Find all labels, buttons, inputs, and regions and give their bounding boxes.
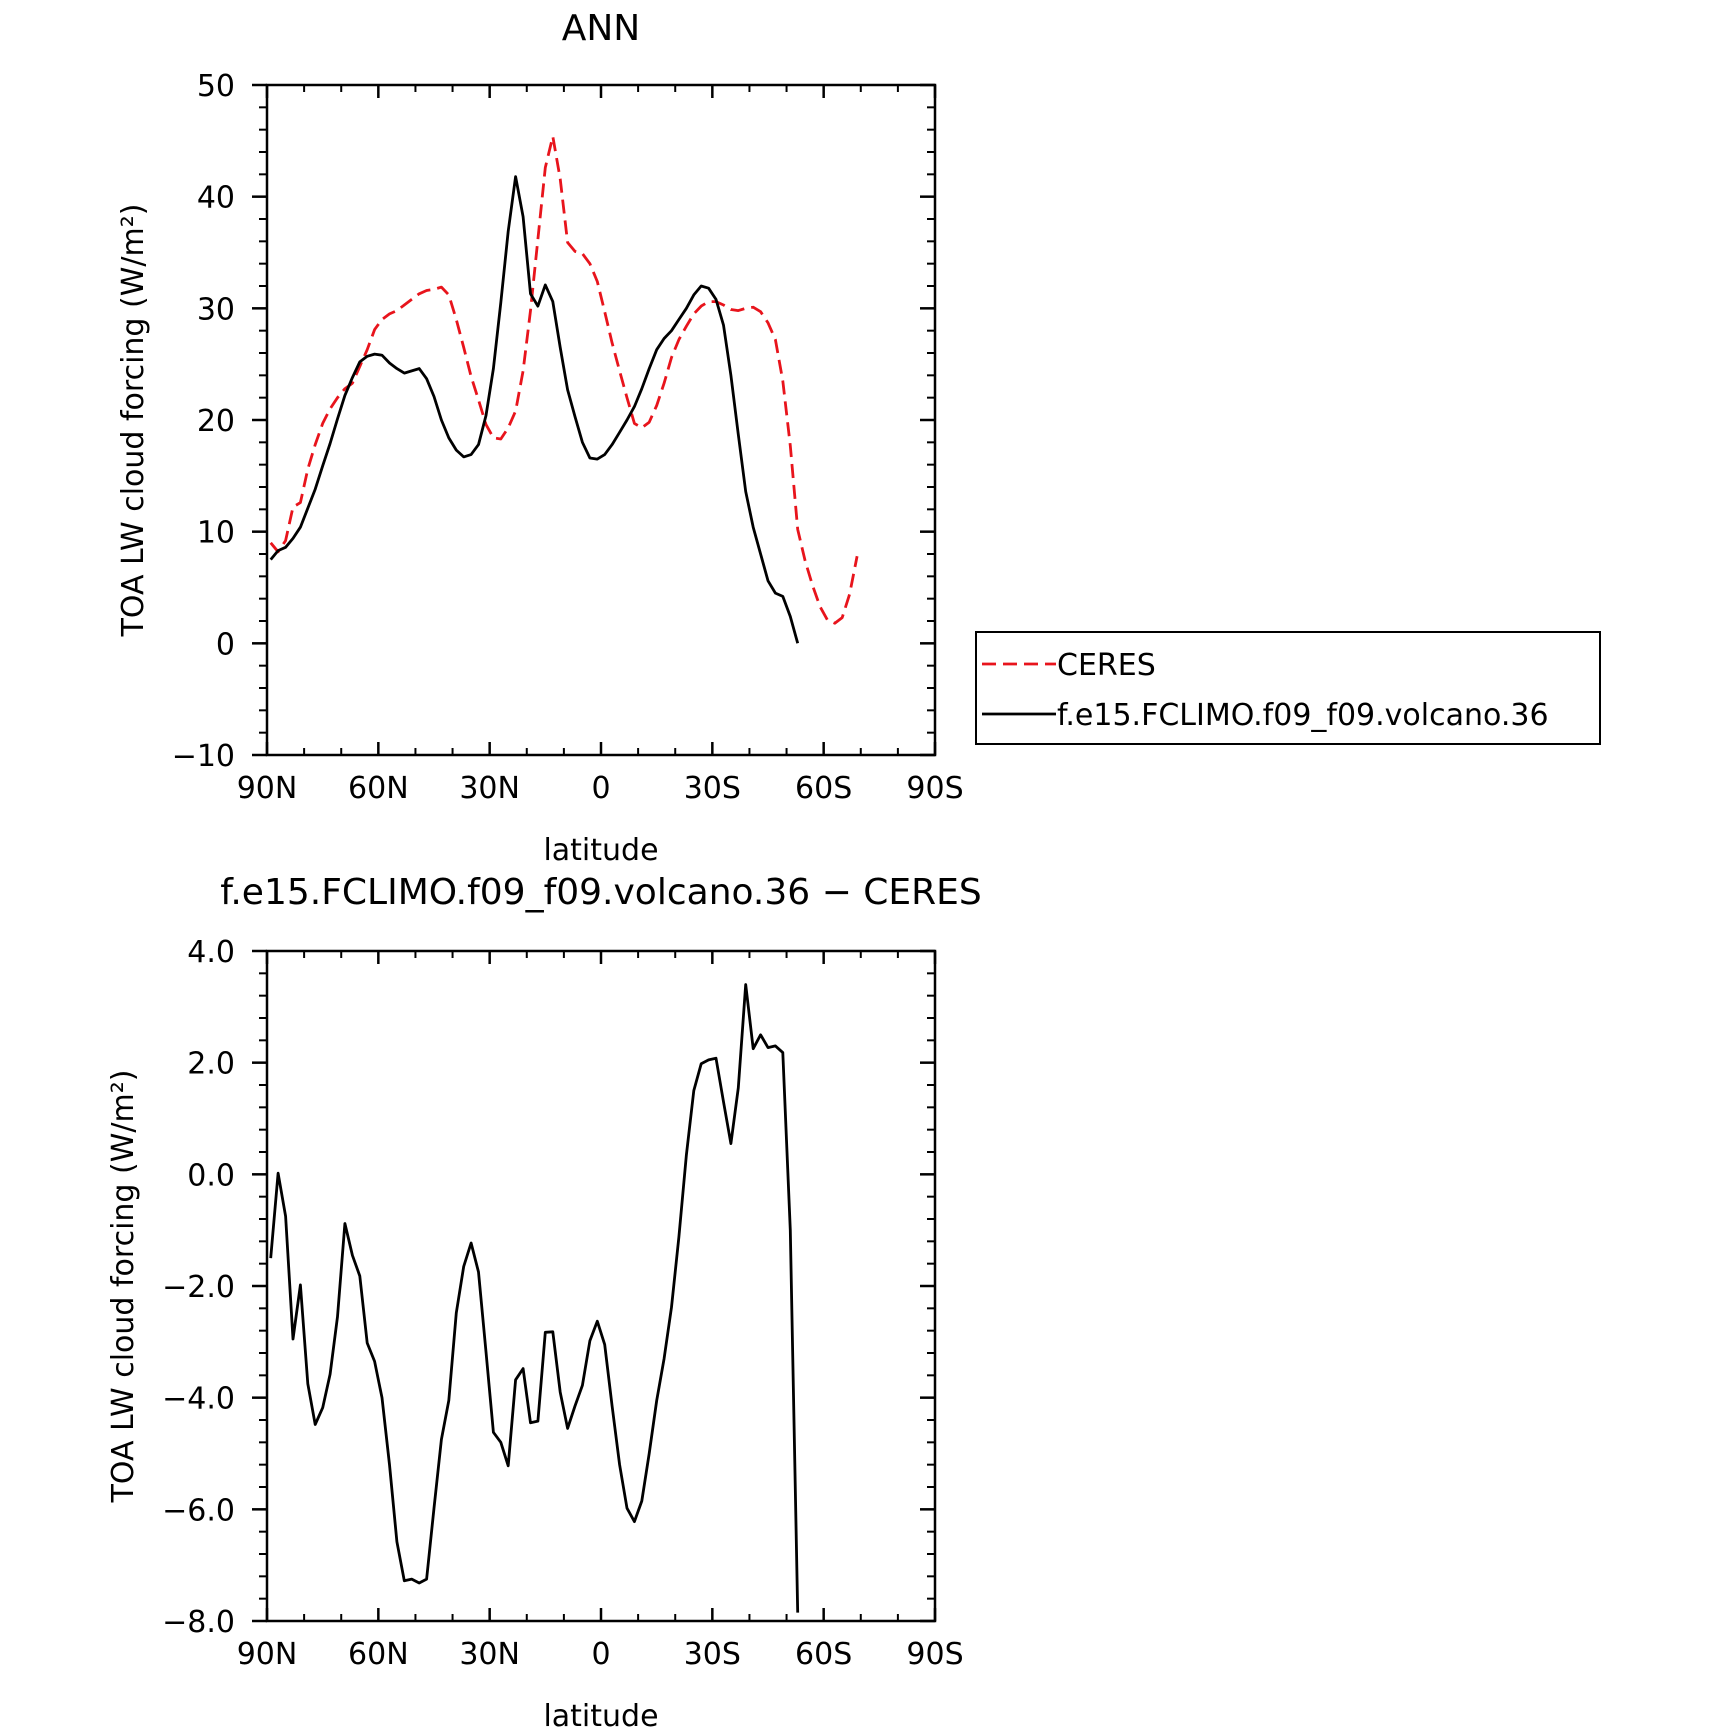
y-tick-label: 2.0 (187, 1047, 235, 1082)
series-line-model (269, 983, 800, 1613)
y-tick-label: 30 (197, 292, 235, 327)
y-tick-label: 40 (197, 181, 235, 216)
chart-title: f.e15.FCLIMO.f09_f09.volcano.36 − CERES (220, 872, 981, 913)
plot-frame (265, 949, 937, 1623)
y-tick-label: 4.0 (187, 935, 235, 970)
x-tick-label: 0 (591, 771, 610, 806)
y-tick-label: 10 (197, 516, 235, 551)
x-tick-label: 60N (348, 771, 409, 806)
x-axis-label: latitude (543, 1699, 658, 1734)
x-tick-label: 90N (237, 771, 298, 806)
legend: CERES f.e15.FCLIMO.f09_f09.volcano.36 (975, 631, 1601, 745)
x-tick-label: 30N (459, 771, 520, 806)
x-tick-label: 60S (795, 1637, 852, 1672)
x-tick-label: 0 (591, 1637, 610, 1672)
plot-frame (265, 83, 937, 757)
legend-box (975, 631, 1601, 745)
series-line-ceres (269, 134, 859, 625)
y-tick-label: 50 (197, 69, 235, 104)
legend-entry-label: f.e15.FCLIMO.f09_f09.volcano.36 (1057, 698, 1549, 733)
bottom-panel-difference: f.e15.FCLIMO.f09_f09.volcano.36 − CERES l… (106, 872, 982, 1734)
x-tick-label: 90N (237, 1637, 298, 1672)
y-tick-label: 0.0 (187, 1158, 235, 1193)
y-tick-label: −8.0 (162, 1605, 235, 1640)
x-tick-label: 60N (348, 1637, 409, 1672)
chart-title: ANN (562, 8, 641, 49)
x-tick-label: 30S (684, 1637, 741, 1672)
y-axis-label: TOA LW cloud forcing (W/m²) (106, 1070, 141, 1504)
y-tick-label: −10 (172, 739, 235, 774)
top-panel-lw-cloud-forcing: ANN latitude TOA LW cloud forcing (W/m²) 90… (116, 8, 1601, 868)
y-tick-label: −6.0 (162, 1493, 235, 1528)
x-tick-label: 60S (795, 771, 852, 806)
x-tick-label: 30S (684, 771, 741, 806)
y-tick-label: 20 (197, 404, 235, 439)
x-tick-label: 90S (906, 771, 963, 806)
y-axis-label: TOA LW cloud forcing (W/m²) (116, 204, 151, 638)
y-tick-label: −4.0 (162, 1382, 235, 1417)
x-axis-label: latitude (543, 833, 658, 868)
legend-entry-label: CERES (1057, 648, 1156, 683)
x-tick-label: 90S (906, 1637, 963, 1672)
y-tick-label: −2.0 (162, 1270, 235, 1305)
x-tick-label: 30N (459, 1637, 520, 1672)
series-line-model (269, 175, 800, 644)
y-tick-label: 0 (216, 627, 235, 662)
